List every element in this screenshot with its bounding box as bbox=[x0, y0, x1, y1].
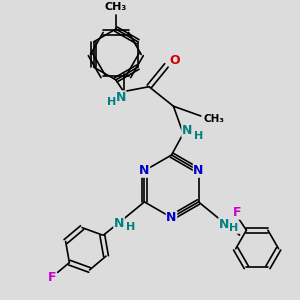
Text: N: N bbox=[116, 91, 126, 104]
Text: H: H bbox=[194, 130, 203, 140]
Text: N: N bbox=[139, 164, 150, 177]
Text: H: H bbox=[107, 97, 116, 107]
Text: F: F bbox=[232, 206, 241, 219]
Text: H: H bbox=[229, 223, 238, 233]
Text: N: N bbox=[182, 124, 192, 137]
Text: N: N bbox=[166, 211, 177, 224]
Text: N: N bbox=[219, 218, 229, 231]
Text: F: F bbox=[47, 271, 56, 284]
Text: H: H bbox=[126, 222, 135, 232]
Text: CH₃: CH₃ bbox=[204, 114, 225, 124]
Text: N: N bbox=[114, 217, 124, 230]
Text: CH₃: CH₃ bbox=[105, 2, 127, 12]
Text: O: O bbox=[169, 54, 180, 67]
Text: N: N bbox=[194, 164, 204, 177]
